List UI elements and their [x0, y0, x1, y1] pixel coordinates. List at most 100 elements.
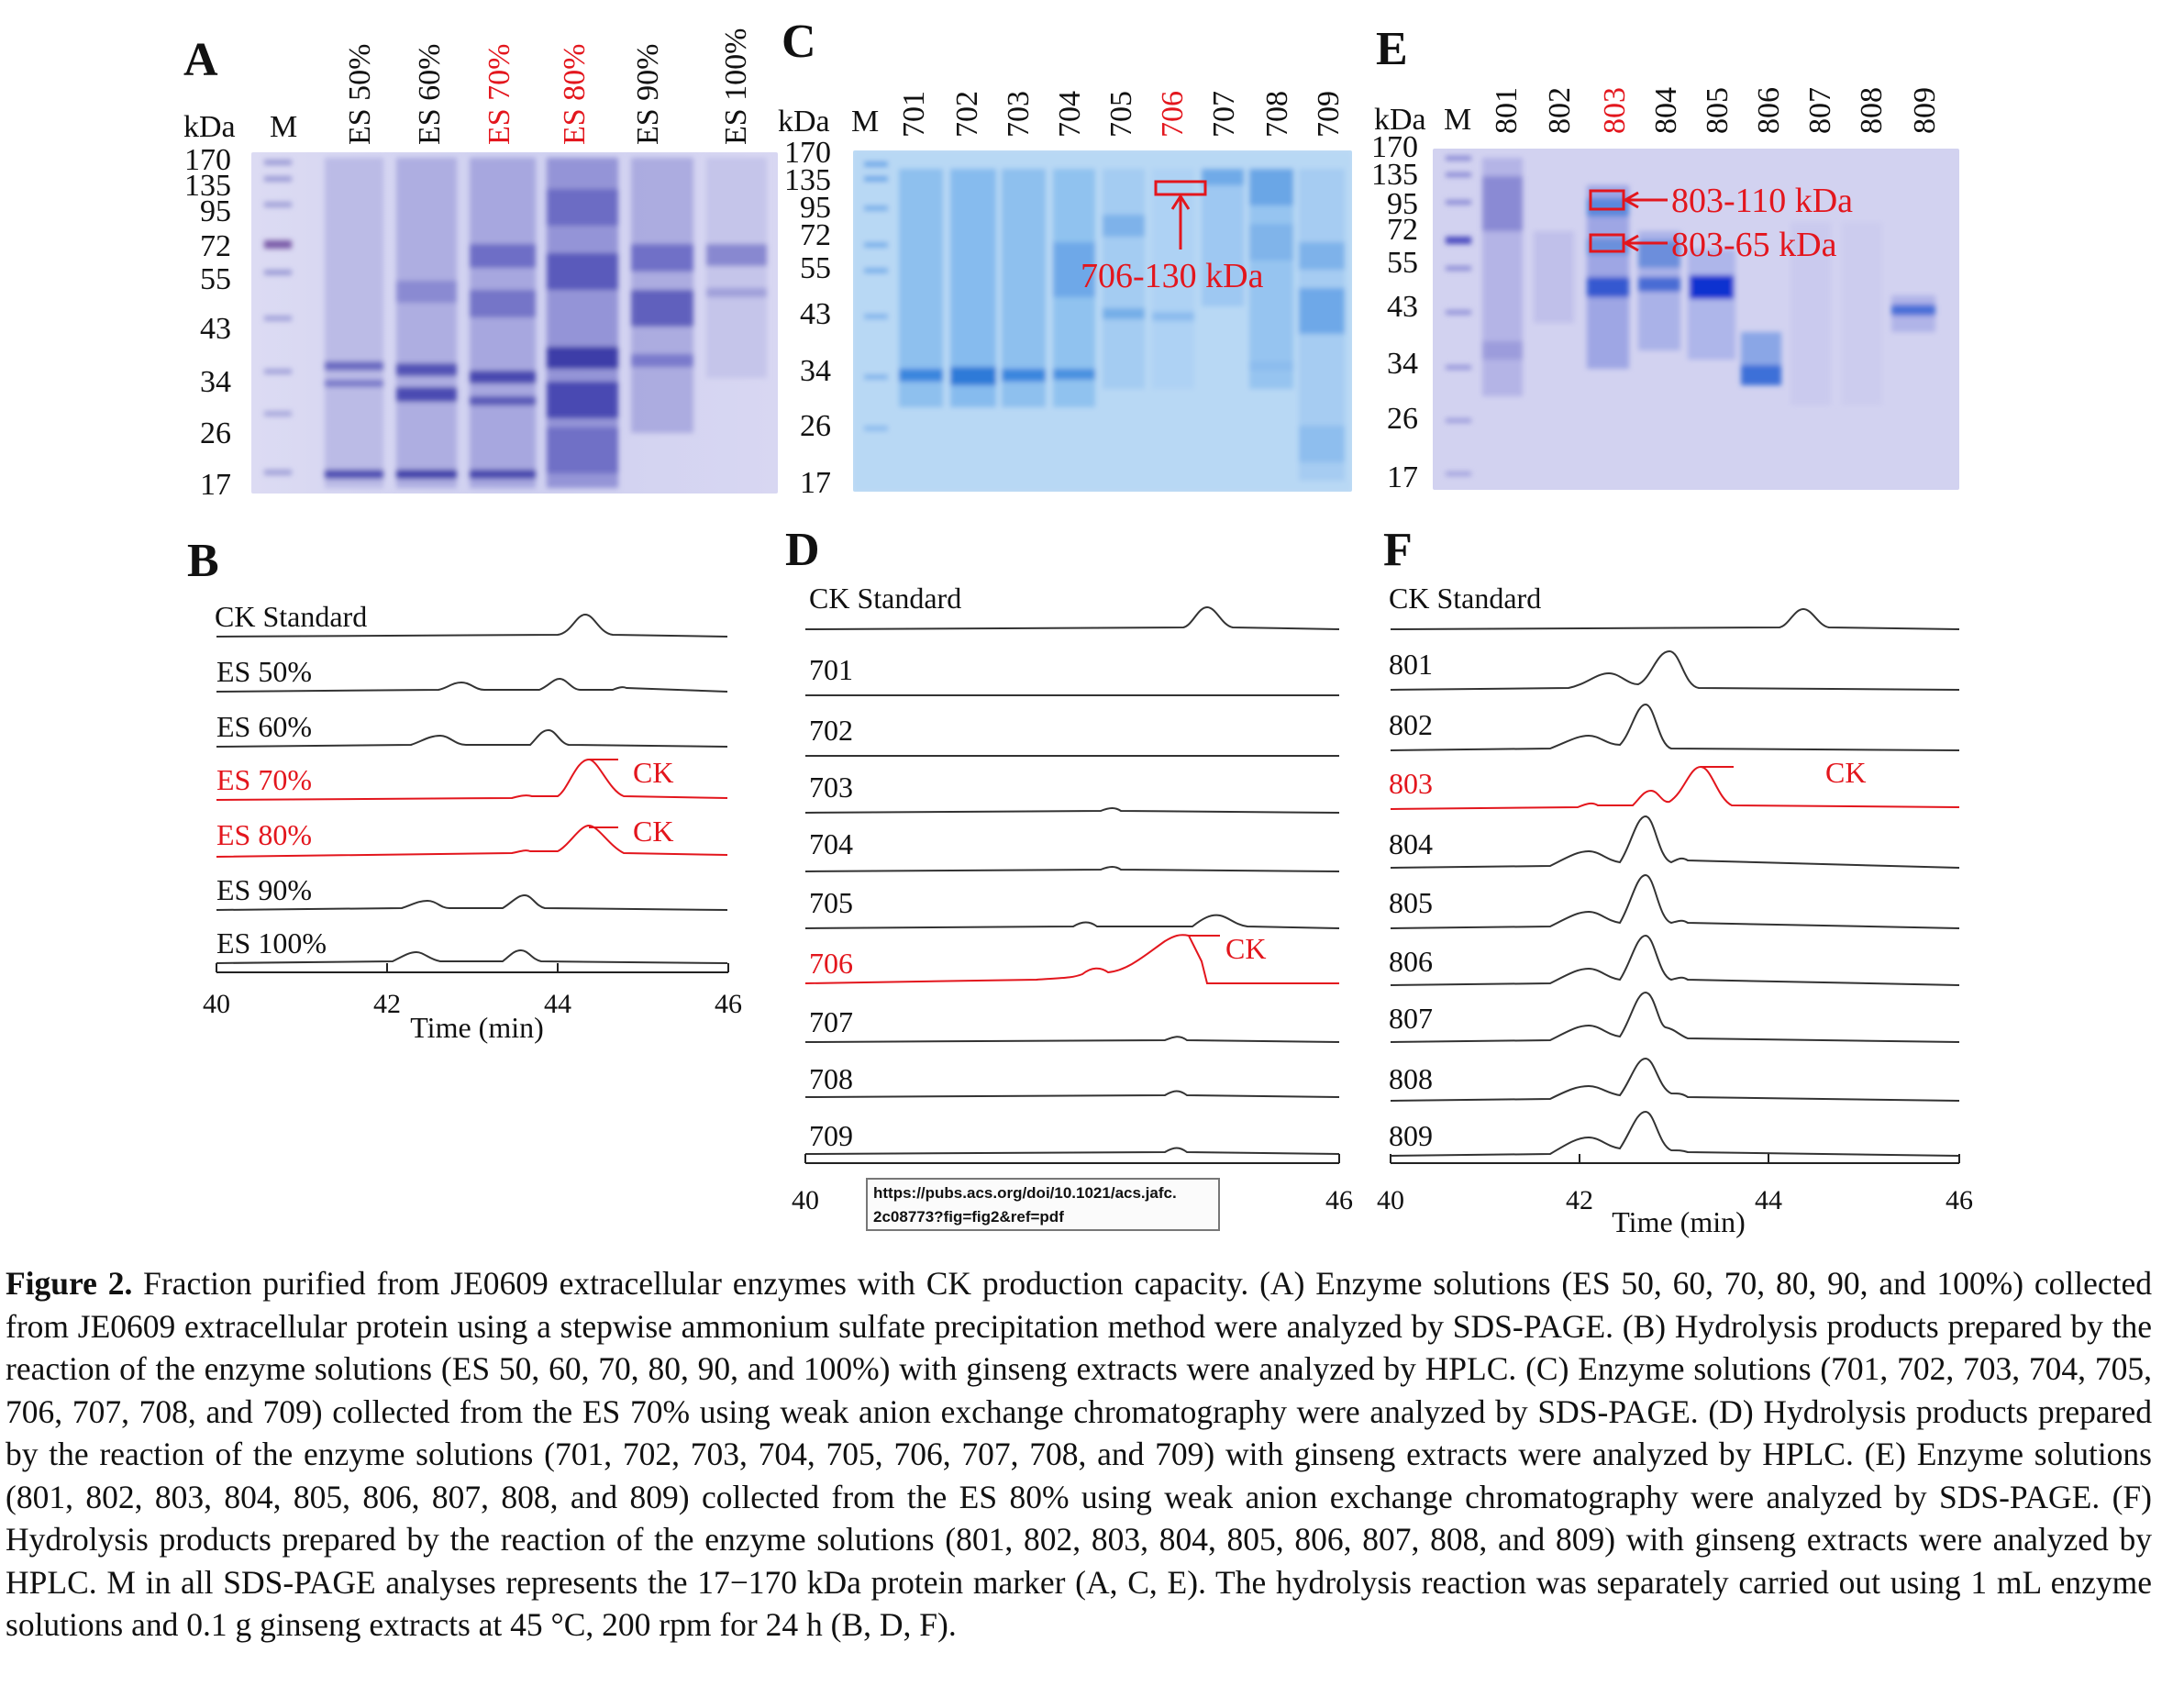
trace-label-b-es90: ES 90%: [216, 873, 312, 906]
trace-f-802: [1390, 703, 1960, 751]
kda-label-a: kDa: [183, 110, 236, 144]
tick-f-46: 46: [1946, 1185, 1973, 1215]
lane-c-705: 705: [1104, 91, 1138, 138]
lane-a-es90: ES 90%: [631, 43, 665, 146]
gel-image-c: [853, 150, 1352, 492]
panel-e-label: E: [1376, 23, 1408, 75]
caption-title: Figure 2.: [6, 1265, 133, 1302]
annotation-803-65kda: 803-65 kDa: [1671, 226, 1837, 264]
mw-170-e: 170: [1371, 130, 1418, 164]
mw-34-c: 34: [800, 354, 831, 388]
tick-f-44: 44: [1755, 1185, 1782, 1215]
trace-label-f-809: 809: [1389, 1119, 1433, 1152]
lane-a-es60: ES 60%: [413, 43, 447, 146]
x-axis-title-f: Time (min): [1612, 1205, 1746, 1238]
kda-label-e: kDa: [1374, 103, 1426, 137]
mw-135-e: 135: [1371, 158, 1418, 192]
trace-b-ck-standard: [216, 613, 728, 638]
trace-f-801: [1390, 649, 1960, 691]
trace-label-b-ck-standard: CK Standard: [215, 600, 368, 633]
lane-c-706: 706: [1156, 91, 1190, 138]
lane-a-es50: ES 50%: [343, 43, 377, 146]
tick-b-42: 42: [373, 989, 401, 1019]
trace-b-es100: [216, 948, 728, 964]
trace-f-803: [1390, 765, 1960, 810]
tick-d-40: 40: [792, 1185, 819, 1215]
trace-f-ck-standard: [1390, 607, 1960, 630]
mw-95-a: 95: [200, 194, 231, 228]
mw-72-e: 72: [1387, 213, 1418, 247]
trace-label-f-804: 804: [1389, 827, 1433, 860]
mw-43-c: 43: [800, 297, 831, 331]
caption-body: Fraction purified from JE0609 extracellu…: [6, 1265, 2152, 1643]
link-tooltip[interactable]: https://pubs.acs.org/doi/10.1021/acs.jaf…: [866, 1178, 1220, 1231]
hplc-plot-d: [798, 587, 1348, 1183]
panel-f-label: F: [1383, 524, 1413, 576]
trace-label-b-es80: ES 80%: [216, 818, 312, 851]
trace-label-f-808: 808: [1389, 1062, 1433, 1095]
trace-d-704: [804, 866, 1340, 872]
trace-f-808: [1390, 1057, 1960, 1102]
tick-f-40: 40: [1377, 1185, 1404, 1215]
mw-26-c: 26: [800, 409, 831, 443]
trace-label-d-705: 705: [809, 886, 853, 919]
trace-label-b-es50: ES 50%: [216, 655, 312, 688]
trace-label-d-707: 707: [809, 1005, 853, 1038]
trace-d-707: [804, 1036, 1340, 1043]
lane-c-708: 708: [1260, 91, 1294, 138]
tooltip-line-2: 2c08773?fig=fig2&ref=pdf: [873, 1208, 1064, 1226]
mw-17-e: 17: [1387, 460, 1418, 494]
gel-image-e: [1433, 149, 1959, 490]
mw-34-e: 34: [1387, 347, 1418, 381]
ck-label-f-803: CK: [1825, 756, 1867, 789]
trace-label-d-704: 704: [809, 827, 853, 860]
panel-a-label: A: [183, 34, 218, 86]
trace-label-d-709: 709: [809, 1119, 853, 1152]
trace-label-f-807: 807: [1389, 1002, 1433, 1035]
marker-label-a: M: [270, 110, 298, 144]
mw-55-a: 55: [200, 262, 231, 296]
lane-c-703: 703: [1002, 91, 1036, 138]
trace-label-f-801: 801: [1389, 648, 1433, 681]
trace-b-es60: [216, 728, 728, 748]
mw-17-a: 17: [200, 468, 231, 502]
marker-label-e: M: [1444, 103, 1472, 137]
trace-b-es50: [216, 677, 728, 693]
lane-e-803: 803: [1598, 87, 1632, 134]
trace-label-b-es100: ES 100%: [216, 926, 327, 959]
mw-95-c: 95: [800, 191, 831, 225]
lane-e-804: 804: [1649, 87, 1683, 134]
trace-label-d-706: 706: [809, 947, 853, 980]
figure-caption: Figure 2. Fraction purified from JE0609 …: [6, 1262, 2152, 1647]
mw-43-e: 43: [1387, 290, 1418, 324]
gel-image-a: [251, 152, 778, 494]
trace-b-es90: [216, 893, 728, 911]
mw-135-a: 135: [184, 169, 231, 203]
lane-e-801: 801: [1490, 87, 1524, 134]
mw-26-e: 26: [1387, 402, 1418, 436]
hplc-plot-b: [209, 587, 732, 991]
trace-d-709: [804, 1147, 1340, 1155]
trace-d-ck-standard: [804, 605, 1340, 630]
lane-e-808: 808: [1855, 87, 1889, 134]
annotation-803-110kda: 803-110 kDa: [1671, 182, 1854, 220]
trace-label-d-701: 701: [809, 653, 853, 686]
trace-d-703: [804, 807, 1340, 814]
x-axis-title-b: Time (min): [410, 1011, 544, 1044]
tooltip-line-1: https://pubs.acs.org/doi/10.1021/acs.jaf…: [873, 1184, 1177, 1202]
trace-label-f-803: 803: [1389, 767, 1433, 800]
trace-label-d-702: 702: [809, 714, 853, 747]
lane-c-707: 707: [1207, 91, 1241, 138]
tick-b-44: 44: [544, 989, 571, 1019]
panel-c-label: C: [782, 16, 816, 68]
lane-a-es70: ES 70%: [482, 43, 516, 146]
trace-f-806: [1390, 934, 1960, 986]
trace-f-809: [1390, 1110, 1960, 1157]
trace-label-f-802: 802: [1389, 708, 1433, 741]
annotation-706-130kda: 706-130 kDa: [1081, 257, 1264, 295]
trace-d-706: [804, 934, 1339, 984]
ck-label-d-706: CK: [1225, 932, 1267, 965]
trace-label-f-806: 806: [1389, 945, 1433, 978]
ck-label-b-es80: CK: [633, 815, 674, 848]
lane-e-809: 809: [1908, 87, 1942, 134]
